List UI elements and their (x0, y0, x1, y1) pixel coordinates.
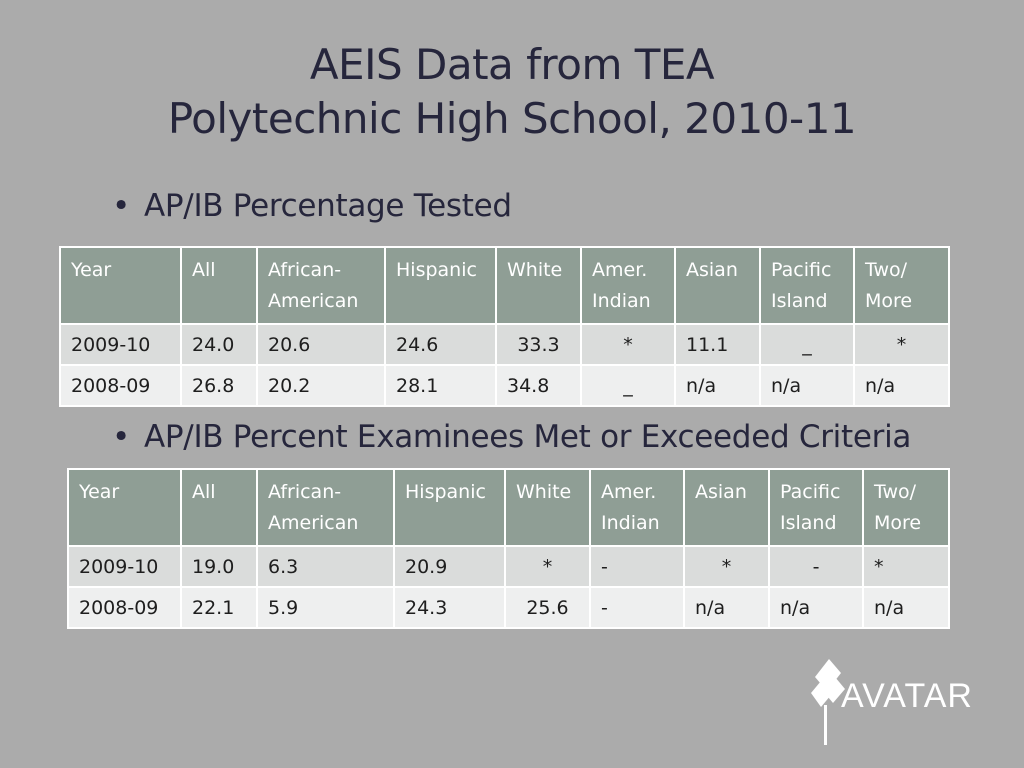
header-white: White (504, 468, 591, 547)
table-header-row: Year All African- American Hispanic Whit… (59, 246, 950, 325)
cell-all: 24.0 (180, 323, 258, 366)
slide-title: AEIS Data from TEA Polytechnic High Scho… (0, 38, 1024, 146)
bullet-percentage-tested: • AP/IB Percentage Tested (112, 188, 512, 224)
header-year: Year (59, 246, 182, 325)
header-hispanic: Hispanic (393, 468, 506, 547)
cell-amer-indian: - (589, 545, 685, 588)
title-line-1: AEIS Data from TEA (309, 40, 715, 89)
bullet-examinees-met-criteria: • AP/IB Percent Examinees Met or Exceeded… (112, 419, 911, 455)
cell-african-american: 5.9 (256, 586, 395, 629)
header-pacific-island: Pacific Island (768, 468, 864, 547)
cell-african-american: 6.3 (256, 545, 395, 588)
cell-african-american: 20.6 (256, 323, 386, 366)
cell-asian: n/a (674, 364, 761, 407)
header-amer-indian: Amer. Indian (589, 468, 685, 547)
table-row: 2009-10 24.0 20.6 24.6 33.3 * 11.1 _ * (59, 323, 950, 366)
title-line-2: Polytechnic High School, 2010-11 (167, 94, 857, 143)
cell-white: 25.6 (504, 586, 591, 629)
cell-amer-indian: - (589, 586, 685, 629)
header-two-more: Two/ More (853, 246, 950, 325)
header-two-more: Two/ More (862, 468, 950, 547)
cell-two-more: * (862, 545, 950, 588)
cell-all: 19.0 (180, 545, 258, 588)
cell-year: 2008-09 (59, 364, 182, 407)
cell-year: 2009-10 (67, 545, 182, 588)
cell-hispanic: 24.3 (393, 586, 506, 629)
avatar-logo: AVATAR (805, 655, 995, 750)
cell-asian: n/a (683, 586, 770, 629)
table-row: 2008-09 26.8 20.2 28.1 34.8 _ n/a n/a n/… (59, 364, 950, 407)
cell-hispanic: 24.6 (384, 323, 497, 366)
cell-two-more: n/a (862, 586, 950, 629)
cell-african-american: 20.2 (256, 364, 386, 407)
bullet-text: AP/IB Percent Examinees Met or Exceeded … (144, 419, 912, 455)
cell-white: 33.3 (495, 323, 582, 366)
table-header-row: Year All African- American Hispanic Whit… (67, 468, 950, 547)
header-asian: Asian (683, 468, 770, 547)
header-hispanic: Hispanic (384, 246, 497, 325)
table-examinees-met-criteria: Year All African- American Hispanic Whit… (67, 468, 950, 629)
cell-two-more: * (853, 323, 950, 366)
header-african-american: African- American (256, 246, 386, 325)
cell-asian: 11.1 (674, 323, 761, 366)
bullet-text: AP/IB Percentage Tested (144, 188, 512, 224)
bullet-dot: • (112, 419, 130, 455)
header-amer-indian: Amer. Indian (580, 246, 676, 325)
cell-all: 26.8 (180, 364, 258, 407)
header-african-american: African- American (256, 468, 395, 547)
header-white: White (495, 246, 582, 325)
cell-pacific-island: - (768, 545, 864, 588)
cell-amer-indian: _ (580, 364, 676, 407)
cell-two-more: n/a (853, 364, 950, 407)
avatar-logo-icon: AVATAR (811, 659, 973, 745)
header-all: All (180, 468, 258, 547)
cell-hispanic: 20.9 (393, 545, 506, 588)
table-percentage-tested: Year All African- American Hispanic Whit… (59, 246, 950, 407)
cell-year: 2008-09 (67, 586, 182, 629)
cell-amer-indian: * (580, 323, 676, 366)
header-pacific-island: Pacific Island (759, 246, 855, 325)
header-asian: Asian (674, 246, 761, 325)
table-row: 2009-10 19.0 6.3 20.9 * - * - * (67, 545, 950, 588)
cell-pacific-island: _ (759, 323, 855, 366)
cell-white: * (504, 545, 591, 588)
table-row: 2008-09 22.1 5.9 24.3 25.6 - n/a n/a n/a (67, 586, 950, 629)
bullet-dot: • (112, 188, 130, 224)
logo-text: AVATAR (841, 677, 973, 715)
header-all: All (180, 246, 258, 325)
cell-pacific-island: n/a (759, 364, 855, 407)
cell-all: 22.1 (180, 586, 258, 629)
cell-white: 34.8 (495, 364, 582, 407)
cell-hispanic: 28.1 (384, 364, 497, 407)
cell-year: 2009-10 (59, 323, 182, 366)
cell-pacific-island: n/a (768, 586, 864, 629)
cell-asian: * (683, 545, 770, 588)
header-year: Year (67, 468, 182, 547)
